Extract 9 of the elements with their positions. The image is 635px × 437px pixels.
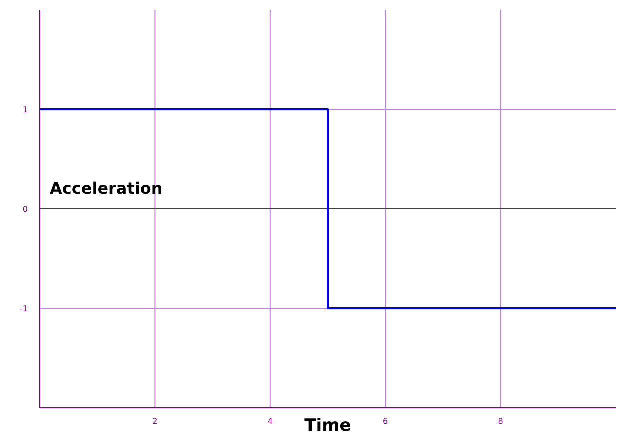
x-tick-label: 4 — [268, 417, 273, 426]
x-tick-label: 2 — [152, 417, 158, 426]
y-axis-title: Acceleration — [50, 179, 163, 198]
x-tick-label: 8 — [498, 417, 504, 426]
x-axis-title: Time — [304, 416, 352, 436]
x-tick-label: 6 — [383, 417, 388, 426]
y-tick-label: -1 — [20, 304, 28, 314]
y-tick-label: 0 — [22, 205, 28, 214]
y-tick-label: 1 — [22, 106, 28, 114]
